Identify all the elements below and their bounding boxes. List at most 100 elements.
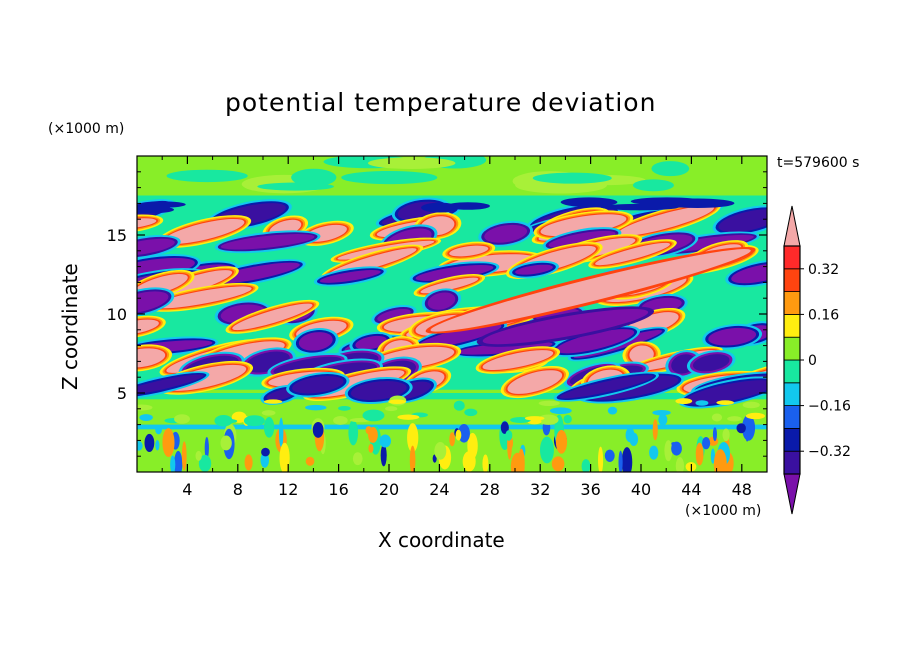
contour-blob <box>263 417 275 438</box>
lower-interface-band <box>137 424 767 430</box>
contour-blob <box>244 454 253 471</box>
contour-blob <box>139 414 153 421</box>
x-tick-label: 8 <box>233 480 243 499</box>
contour-blob <box>421 288 462 314</box>
contour-blob <box>434 441 447 460</box>
contour-blob <box>263 399 283 404</box>
contour-core <box>137 348 166 368</box>
contour-core <box>595 242 671 266</box>
x-tick-label: 32 <box>530 480 550 499</box>
contour-core <box>482 350 554 371</box>
contour-blob <box>658 413 668 426</box>
contour-blob <box>137 404 153 411</box>
contour-blob <box>553 371 659 402</box>
contour-core <box>417 323 502 349</box>
contour-blob <box>464 408 478 417</box>
contour-blob <box>368 157 456 170</box>
contour-core <box>298 332 333 351</box>
contour-blob <box>538 400 560 407</box>
colorbar-tick-label: −0.32 <box>808 444 851 460</box>
contour-blob <box>532 172 612 184</box>
contour-core <box>555 329 635 354</box>
contour-blob <box>313 266 387 287</box>
contour-core <box>273 356 342 375</box>
colorbar-bin <box>783 450 801 475</box>
contour-blob <box>742 401 760 409</box>
contour-blob <box>505 430 513 441</box>
colorbar-extend-high <box>783 205 801 247</box>
contour-blob <box>702 436 711 450</box>
contour-field <box>137 156 767 472</box>
contour-blob <box>651 161 690 177</box>
x-tick-label: 44 <box>681 480 701 499</box>
contour-blob <box>652 409 671 416</box>
contour-blob <box>137 344 173 372</box>
x-tick-label: 28 <box>480 480 500 499</box>
contour-blob <box>695 400 709 406</box>
contour-blob <box>260 452 270 468</box>
colorbar-tick-label: 0 <box>808 353 817 369</box>
contour-blob <box>352 452 363 466</box>
contour-blob <box>712 427 717 442</box>
contour-blob <box>458 424 470 443</box>
contour-blob <box>365 426 372 435</box>
contour-blob <box>744 414 750 442</box>
contour-blob <box>388 399 406 404</box>
colorbar-bin <box>783 405 801 429</box>
contour-blob <box>305 404 327 411</box>
contour-blob <box>621 447 633 472</box>
contour-blob <box>664 440 673 462</box>
contour-blob <box>537 414 559 425</box>
contour-blob <box>716 400 735 405</box>
contour-blob <box>453 400 465 411</box>
contour-blob <box>632 179 674 192</box>
colorbar-bin <box>783 313 801 338</box>
contour-core <box>708 327 757 346</box>
contour-blob <box>220 435 232 451</box>
contour-blob <box>413 273 486 297</box>
interface-band <box>137 393 767 400</box>
contour-core <box>731 263 767 284</box>
colorbar-tick-label: 0.16 <box>808 307 839 323</box>
contour-blob <box>722 428 730 442</box>
contour-blob <box>713 449 727 472</box>
contour-blob <box>368 443 374 453</box>
contour-blob <box>549 407 572 415</box>
contour-blob <box>174 414 190 424</box>
contour-blob <box>162 428 175 457</box>
contour-blob <box>155 440 160 451</box>
colorbar-tick-label: −0.16 <box>808 399 851 415</box>
y-tick-label: 5 <box>117 384 127 403</box>
contour-blob <box>291 168 337 187</box>
contour-blob <box>604 449 615 462</box>
contour-blob <box>278 417 284 448</box>
contour-core <box>427 292 456 310</box>
contour-blob <box>333 416 348 425</box>
contour-blob <box>600 203 679 211</box>
contour-blob <box>702 323 763 350</box>
colorbar-extend-low <box>783 473 801 515</box>
contour-blob <box>649 445 659 460</box>
contour-blob <box>736 423 746 434</box>
contour-blob <box>745 412 766 420</box>
contour-core <box>377 308 411 322</box>
contour-core <box>559 375 654 399</box>
y-axis: 5 10 15 <box>107 171 767 457</box>
contour-blob <box>524 416 545 421</box>
contour-core <box>430 248 751 332</box>
x-tick-label: 48 <box>732 480 752 499</box>
contour-core <box>137 319 159 335</box>
contour-blob <box>652 419 658 441</box>
time-label: t=579600 s <box>777 155 860 171</box>
contour-blob <box>137 214 164 234</box>
contour-blob <box>409 261 500 285</box>
contour-blob <box>607 406 618 415</box>
contour-blob <box>407 423 419 453</box>
y-tick-label: 10 <box>107 305 127 324</box>
contour-core <box>420 277 479 294</box>
contour-blob <box>261 447 270 457</box>
contour-blob <box>727 416 742 422</box>
contour-blob <box>445 202 490 210</box>
contour-blob <box>510 452 524 472</box>
contour-core <box>540 214 627 237</box>
